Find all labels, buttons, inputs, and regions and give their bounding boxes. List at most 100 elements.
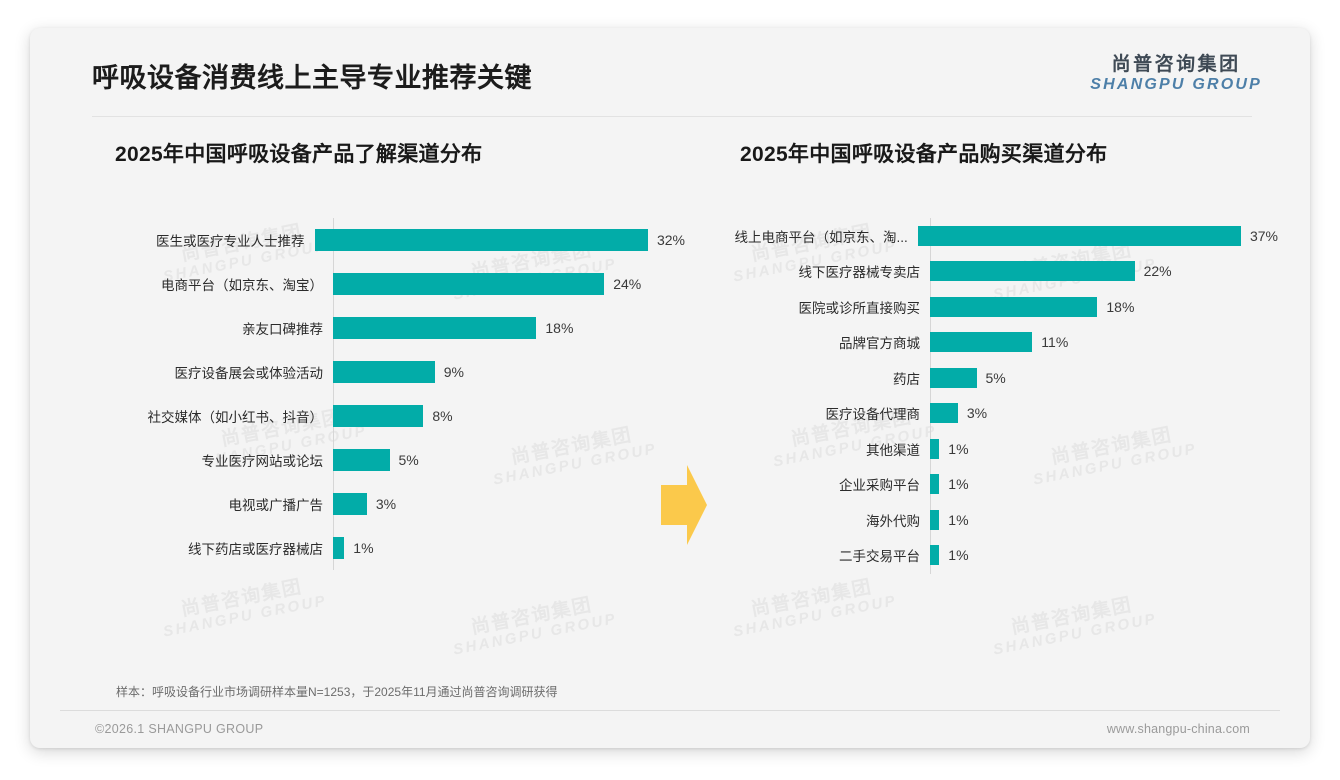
chart-bar bbox=[917, 225, 1241, 246]
chart-value-label: 1% bbox=[353, 540, 374, 556]
chart-bar bbox=[333, 537, 345, 559]
chart-category-label: 亲友口碑推荐 bbox=[242, 322, 323, 337]
chart-bar-row: 二手交易平台 1% bbox=[718, 538, 1278, 574]
chart-plot-awareness: 医生或医疗专业人士推荐 32% 电商平台（如京东、淘宝） 24% 亲友口碑推荐 18% 医疗… bbox=[85, 218, 685, 570]
header-divider bbox=[92, 116, 1252, 117]
brand-logo-cn: 尚普咨询集团 bbox=[1111, 54, 1241, 75]
chart-category-label: 线下药店或医疗器械店 bbox=[188, 542, 323, 557]
chart-value-label: 18% bbox=[545, 320, 574, 336]
chart-category-label: 专业医疗网站或论坛 bbox=[201, 454, 324, 469]
chart-bar-row: 医疗设备代理商 3% bbox=[718, 396, 1278, 432]
chart-bar-row: 电视或广播广告 3% bbox=[85, 482, 685, 526]
chart-category-label: 线上电商平台（如京东、淘... bbox=[734, 229, 908, 245]
chart-bar bbox=[333, 317, 537, 339]
chart-value-label: 24% bbox=[613, 276, 642, 292]
chart-panel-purchase: 2025年中国呼吸设备产品购买渠道分布 线上电商平台（如京东、淘... 37% 线下… bbox=[718, 138, 1278, 574]
chart-value-label: 32% bbox=[656, 232, 685, 248]
chart-category-label: 医疗设备代理商 bbox=[825, 407, 921, 423]
chart-bar-row: 专业医疗网站或论坛 5% bbox=[85, 438, 685, 482]
chart-value-label: 1% bbox=[948, 476, 969, 493]
chart-bar-row: 社交媒体（如小红书、抖音） 8% bbox=[85, 394, 685, 438]
chart-axis-line bbox=[930, 218, 931, 574]
chart-value-label: 11% bbox=[1041, 334, 1069, 351]
footer-divider bbox=[60, 710, 1280, 711]
chart-value-label: 1% bbox=[948, 440, 969, 457]
chart-bar bbox=[333, 273, 605, 295]
chart-bar-row: 亲友口碑推荐 18% bbox=[85, 306, 685, 350]
chart-value-label: 5% bbox=[398, 452, 419, 468]
chart-title-awareness: 2025年中国呼吸设备产品了解渠道分布 bbox=[115, 143, 483, 166]
chart-value-label: 3% bbox=[966, 405, 988, 422]
chart-bar-row: 医院或诊所直接购买 18% bbox=[718, 289, 1278, 325]
chart-bar bbox=[333, 405, 424, 427]
brand-logo-en: SHANGPU GROUP bbox=[1090, 76, 1262, 94]
chart-value-label: 5% bbox=[985, 369, 1006, 386]
chart-bar bbox=[314, 229, 648, 251]
chart-bar bbox=[930, 261, 1135, 282]
watermark-cn: 尚普咨询集团 bbox=[469, 594, 595, 639]
brand-logo: 尚普咨询集团 SHANGPU GROUP bbox=[1090, 54, 1262, 95]
footer-copyright: ©2026.1 SHANGPU GROUP bbox=[95, 722, 264, 736]
chart-bar-row: 医疗设备展会或体验活动 9% bbox=[85, 350, 685, 394]
watermark-en: SHANGPU GROUP bbox=[161, 592, 329, 641]
source-note: 样本：呼吸设备行业市场调研样本量N=1253，于2025年11月通过尚普咨询调研… bbox=[116, 685, 558, 699]
chart-bar bbox=[930, 296, 1098, 317]
chart-value-label: 18% bbox=[1106, 298, 1135, 315]
flow-arrow-icon bbox=[657, 463, 709, 547]
chart-bar-row: 药店 5% bbox=[718, 360, 1278, 396]
chart-value-label: 9% bbox=[443, 364, 464, 380]
watermark-cn: 尚普咨询集团 bbox=[1009, 594, 1135, 639]
chart-bar bbox=[333, 361, 435, 383]
chart-category-label: 医院或诊所直接购买 bbox=[798, 300, 921, 316]
chart-bar bbox=[930, 509, 940, 530]
chart-bar bbox=[930, 403, 958, 424]
chart-value-label: 37% bbox=[1249, 227, 1278, 244]
chart-bar bbox=[930, 367, 977, 388]
chart-bar-row: 医生或医疗专业人士推荐 32% bbox=[85, 218, 685, 262]
chart-value-label: 1% bbox=[948, 511, 969, 528]
chart-bar bbox=[333, 449, 390, 471]
slide-footer: ©2026.1 SHANGPU GROUP www.shangpu-china.… bbox=[30, 711, 1310, 748]
chart-value-label: 8% bbox=[432, 408, 453, 424]
chart-bar-row: 线下药店或医疗器械店 1% bbox=[85, 526, 685, 570]
watermark-cn: 尚普咨询集团 bbox=[749, 576, 875, 621]
chart-category-label: 电商平台（如京东、淘宝） bbox=[161, 278, 323, 293]
footer-website: www.shangpu-china.com bbox=[1106, 722, 1250, 736]
chart-category-label: 药店 bbox=[893, 371, 920, 387]
chart-category-label: 医疗设备展会或体验活动 bbox=[174, 366, 324, 381]
chart-category-label: 品牌官方商城 bbox=[839, 336, 920, 352]
chart-value-label: 22% bbox=[1143, 263, 1172, 280]
chart-plot-purchase: 线上电商平台（如京东、淘... 37% 线下医疗器械专卖店 22% 医院或诊所直接购买 1… bbox=[718, 218, 1278, 574]
chart-category-label: 社交媒体（如小红书、抖音） bbox=[147, 410, 324, 425]
chart-bar-row: 线上电商平台（如京东、淘... 37% bbox=[718, 218, 1278, 254]
chart-value-label: 3% bbox=[375, 496, 397, 512]
chart-bar-row: 品牌官方商城 11% bbox=[718, 325, 1278, 361]
chart-category-label: 医生或医疗专业人士推荐 bbox=[156, 234, 305, 249]
chart-category-label: 二手交易平台 bbox=[839, 549, 920, 565]
chart-value-label: 1% bbox=[948, 547, 969, 564]
chart-category-label: 电视或广播广告 bbox=[228, 498, 324, 513]
chart-panel-awareness: 2025年中国呼吸设备产品了解渠道分布 医生或医疗专业人士推荐 32% 电商平台（如… bbox=[85, 138, 685, 570]
chart-category-label: 线下医疗器械专卖店 bbox=[798, 265, 921, 281]
watermark-cn: 尚普咨询集团 bbox=[179, 576, 305, 621]
chart-bar-row: 企业采购平台 1% bbox=[718, 467, 1278, 503]
chart-bar bbox=[930, 474, 940, 495]
chart-bar bbox=[930, 332, 1033, 353]
chart-bar bbox=[333, 493, 367, 515]
slide-header: 呼吸设备消费线上主导专业推荐关键 尚普咨询集团 SHANGPU GROUP bbox=[30, 28, 1310, 116]
watermark-en: SHANGPU GROUP bbox=[451, 610, 619, 659]
chart-bar-row: 海外代购 1% bbox=[718, 502, 1278, 538]
chart-axis-line bbox=[333, 218, 334, 570]
chart-title-purchase: 2025年中国呼吸设备产品购买渠道分布 bbox=[740, 143, 1108, 166]
chart-bar-row: 电商平台（如京东、淘宝） 24% bbox=[85, 262, 685, 306]
page-title: 呼吸设备消费线上主导专业推荐关键 bbox=[92, 63, 532, 93]
chart-bar bbox=[930, 545, 940, 566]
chart-bar-row: 线下医疗器械专卖店 22% bbox=[718, 254, 1278, 290]
chart-bar bbox=[930, 438, 940, 459]
